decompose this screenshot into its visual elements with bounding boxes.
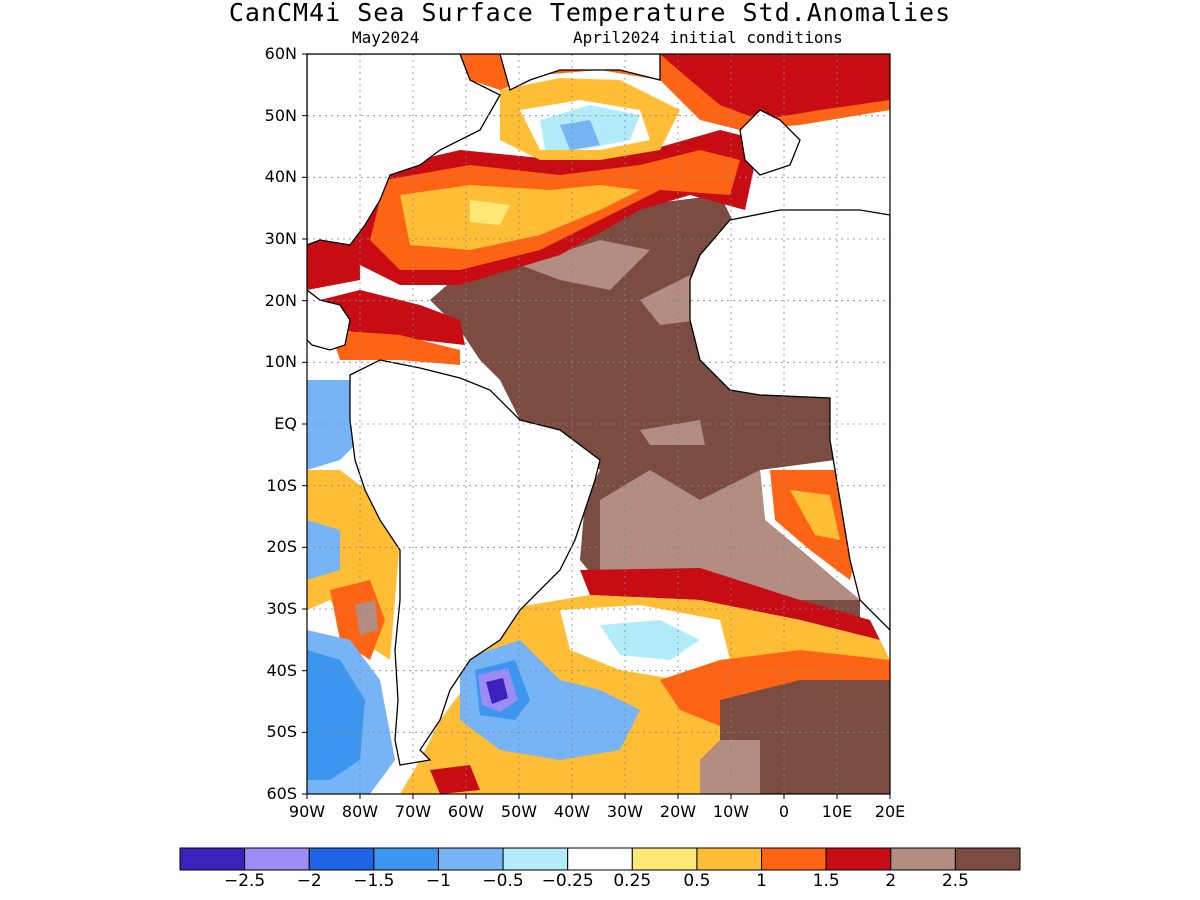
africa-land (689, 209, 890, 631)
colorbar-swatch (244, 847, 310, 871)
colorbar-label: −1.5 (353, 871, 395, 891)
colorbar-swatch (567, 847, 633, 871)
colorbar-label: 0.25 (613, 871, 652, 891)
moderate-warm-patch-central (520, 240, 650, 290)
moderate-warm-south-atlantic (600, 470, 860, 600)
europe-land (739, 109, 801, 176)
colorbar-swatch (179, 847, 246, 871)
colorbar-label: 2.5 (941, 871, 969, 891)
lat-label: 30N (264, 229, 297, 248)
lat-label: 40N (264, 167, 297, 187)
lat-label: 60N (264, 44, 297, 63)
moderate-warm-southern-ocean (700, 740, 760, 794)
warm-spot-drake (430, 765, 480, 794)
colorbar-swatch (696, 847, 763, 871)
colorbar-label: 1.5 (812, 871, 840, 891)
warm-band-north-atlantic-core (400, 185, 640, 250)
warm-spot-north-atlantic (470, 200, 510, 225)
strong-warm-southern-ocean (720, 680, 890, 794)
cool-patch-east-pacific (307, 520, 340, 580)
lat-label: 30S (266, 599, 297, 618)
strong-warm-east-pacific (355, 600, 378, 635)
lat-label: 20N (264, 290, 297, 310)
axis-ticks (302, 53, 891, 799)
colorbar-label: −2.5 (223, 871, 266, 891)
strong-warm-northeast-atlantic (660, 54, 890, 120)
lat-label: 20S (266, 537, 297, 557)
initial-conditions-label: April2024 initial conditions (573, 28, 843, 47)
colorbar-label: 1 (756, 871, 767, 891)
land-masses (307, 54, 890, 766)
lon-label: 40W (553, 802, 591, 821)
south-america-land (349, 359, 601, 766)
cool-eastern-pacific-equatorial (307, 380, 360, 470)
warm-patch-angola-core (790, 490, 840, 540)
colorbar-swatch (373, 847, 439, 871)
colorbar-swatch (502, 847, 569, 871)
map-plot-area (307, 54, 890, 794)
warm-patch-caribbean (330, 330, 460, 365)
moderate-warm-patch-equatorial (640, 420, 705, 445)
warm-gulf-of-mexico (307, 240, 360, 290)
colorbar (179, 847, 1021, 871)
north-america-land (307, 54, 501, 246)
colorbar-label: 2 (885, 871, 897, 891)
lat-label: 40S (266, 660, 297, 680)
greenland-land (499, 54, 661, 91)
lon-label: 30W (606, 802, 644, 821)
lon-label: 10W (712, 802, 750, 821)
lon-label: 80W (341, 802, 379, 821)
lon-label: 20E (874, 802, 906, 821)
cold-patch-subpolar (560, 120, 600, 150)
warm-band-south-atlantic (580, 568, 880, 640)
central-america-land (307, 289, 351, 351)
warm-band-caribbean (320, 290, 465, 345)
forecast-month-label: May2024 (352, 28, 420, 47)
lon-label: 0 (778, 802, 790, 821)
lon-label: 90W (288, 802, 326, 821)
colorbar-swatch (761, 847, 827, 871)
colorbar-label: −1 (425, 871, 451, 891)
lon-label: 20W (659, 802, 697, 821)
lat-label: 10N (264, 352, 297, 372)
lon-label: 10E (821, 802, 853, 821)
colorbar-label: −0.5 (482, 871, 524, 891)
lon-label: 60W (447, 802, 485, 821)
lon-label: 70W (394, 802, 432, 821)
extreme-cold-patch-argentine-basin (486, 678, 508, 704)
moderate-warm-patch-east (640, 275, 700, 325)
lat-label: 50S (266, 722, 297, 742)
colorbar-label: 0.5 (683, 871, 711, 891)
colorbar-swatch (890, 847, 956, 871)
colorbar-swatch (631, 847, 698, 871)
colder-southeast-pacific (307, 650, 365, 780)
colorbar-label: −2 (296, 871, 322, 891)
colorbar-swatch (954, 847, 1021, 871)
chart-title: CanCM4i Sea Surface Temperature Std.Anom… (228, 0, 952, 27)
lat-label: 60S (266, 784, 297, 803)
lat-label: EQ (274, 414, 297, 433)
colorbar-swatch (308, 847, 375, 871)
lon-label: 50W (500, 802, 538, 821)
map-gridlines (307, 54, 890, 794)
lat-label: 50N (264, 105, 297, 125)
lat-label: 10S (266, 475, 297, 495)
colorbar-swatch (825, 847, 892, 871)
colorbar-swatch (437, 847, 504, 871)
colorbar-label: −0.25 (541, 871, 594, 891)
